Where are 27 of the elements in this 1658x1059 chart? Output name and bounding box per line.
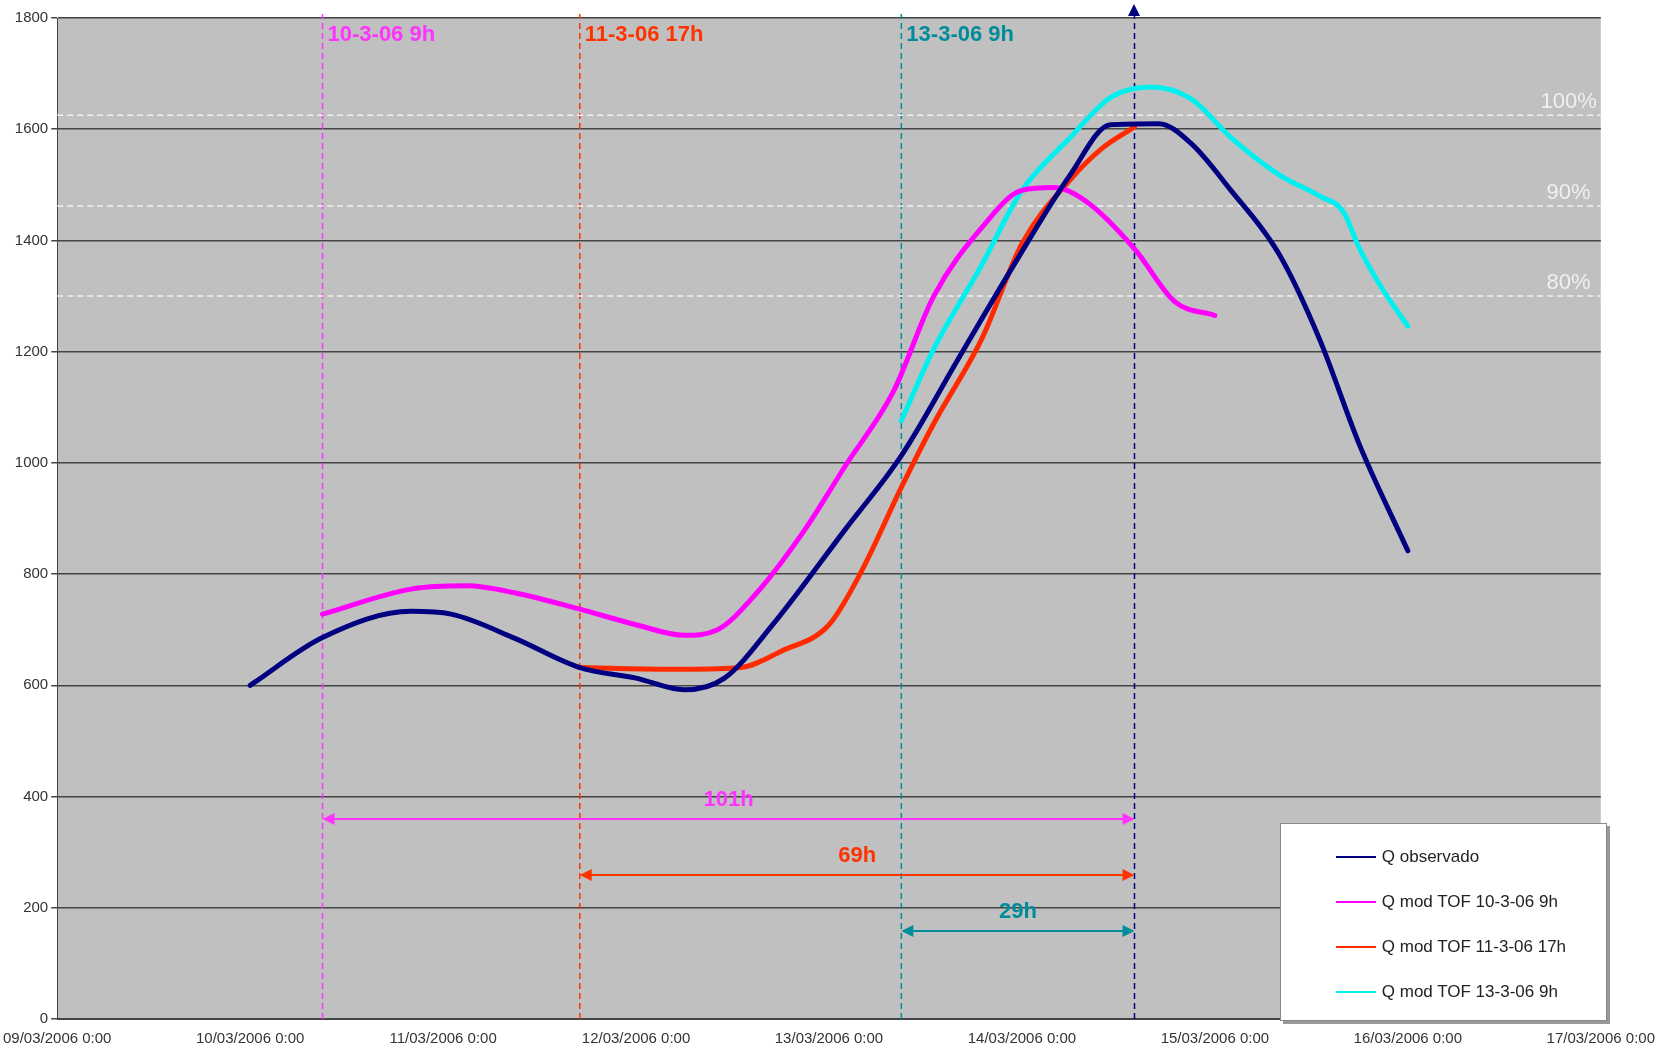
x-tick-label: 12/03/2006 0:00 — [581, 1029, 691, 1047]
y-tick-label: 1600 — [14, 119, 49, 137]
ref-line-label: 10-3-06 9h — [327, 21, 436, 47]
y-tick-label: 1800 — [14, 8, 49, 26]
x-tick-label: 13/03/2006 0:00 — [774, 1029, 884, 1047]
x-tick-label: 15/03/2006 0:00 — [1160, 1029, 1270, 1047]
x-tick-label: 09/03/2006 0:00 — [3, 1029, 112, 1047]
x-tick-label: 17/03/2006 0:00 — [1546, 1029, 1655, 1047]
y-tick-label: 0 — [39, 1009, 49, 1027]
legend-label: Q mod TOF 10-3-06 9h — [1381, 891, 1558, 912]
annotation: 69h — [838, 842, 877, 868]
legend-label: Q observado — [1381, 846, 1480, 867]
y-tick-label: 1200 — [14, 341, 49, 359]
y-tick-label: 200 — [23, 897, 49, 915]
y-tick-label: 800 — [23, 564, 49, 582]
y-tick-label: 1000 — [14, 453, 49, 471]
x-tick-label: 14/03/2006 0:00 — [967, 1029, 1077, 1047]
ref-line-label: 13-3-06 9h — [906, 21, 1014, 47]
x-tick-label: 16/03/2006 0:00 — [1353, 1029, 1463, 1047]
legend-label: Q mod TOF 11-3-06 17h — [1381, 936, 1567, 957]
ref-line-label: 11-3-06 17h — [584, 21, 704, 47]
y-tick-label: 400 — [23, 786, 49, 804]
y-tick-label: 1400 — [14, 230, 49, 248]
y-tick-label: 600 — [23, 675, 49, 693]
legend-label: Q mod TOF 13-3-06 9h — [1381, 981, 1558, 1002]
x-tick-label: 10/03/2006 0:00 — [195, 1029, 305, 1047]
x-tick-label: 11/03/2006 0:00 — [389, 1029, 497, 1047]
